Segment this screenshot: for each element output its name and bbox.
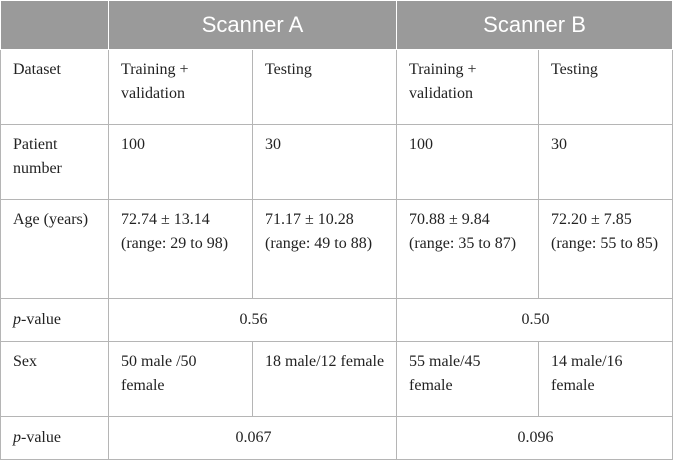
row-label: Dataset [0, 49, 109, 125]
cell-a-training: 50 male /50 female [108, 341, 253, 417]
cell-pvalue-b: 0.096 [396, 416, 673, 460]
pvalue-label-rest: -value [21, 429, 61, 446]
row-label: p-value [0, 416, 109, 460]
row-label: Age (years) [0, 199, 109, 299]
row-label: Patient number [0, 124, 109, 200]
header-scanner-a: Scanner A [107, 0, 398, 50]
pvalue-italic-p: p [13, 311, 21, 328]
header-scanner-b: Scanner B [396, 0, 673, 50]
cell-b-training: 100 [396, 124, 540, 200]
cell-b-testing: Testing [538, 49, 673, 125]
cell-pvalue-b: 0.50 [396, 298, 673, 342]
cell-a-training: 72.74 ± 13.14 (range: 29 to 98) [108, 199, 253, 299]
cell-b-testing: 14 male/16 female [538, 341, 673, 417]
pvalue-italic-p: p [13, 429, 21, 446]
cell-b-training: 70.88 ± 9.84 (range: 35 to 87) [396, 199, 540, 299]
cell-a-testing: 18 male/12 female [251, 341, 398, 417]
cell-pvalue-a: 0.067 [107, 416, 398, 460]
row-sex: Sex 50 male /50 female 18 male/12 female… [0, 341, 673, 417]
pvalue-label-rest: -value [21, 311, 61, 328]
cell-a-testing: 71.17 ± 10.28 (range: 49 to 88) [251, 199, 398, 299]
cell-b-training: 55 male/45 female [396, 341, 540, 417]
cell-a-training: 100 [108, 124, 253, 200]
cell-a-training: Training + validation [108, 49, 253, 125]
row-patient-number: Patient number 100 30 100 30 [0, 124, 673, 200]
row-label: Sex [0, 341, 109, 417]
cell-b-testing: 72.20 ± 7.85 (range: 55 to 85) [538, 199, 673, 299]
cell-b-training: Training + validation [396, 49, 540, 125]
cell-b-testing: 30 [538, 124, 673, 200]
cell-a-testing: Testing [251, 49, 398, 125]
row-dataset: Dataset Training + validation Testing Tr… [0, 49, 673, 125]
header-corner-cell [0, 0, 109, 50]
row-age: Age (years) 72.74 ± 13.14 (range: 29 to … [0, 199, 673, 299]
row-pvalue-sex: p-value 0.067 0.096 [0, 416, 673, 460]
cell-a-testing: 30 [251, 124, 398, 200]
row-pvalue-age: p-value 0.56 0.50 [0, 298, 673, 342]
cell-pvalue-a: 0.56 [107, 298, 398, 342]
row-label: p-value [0, 298, 109, 342]
header-row: Scanner A Scanner B [0, 0, 673, 50]
